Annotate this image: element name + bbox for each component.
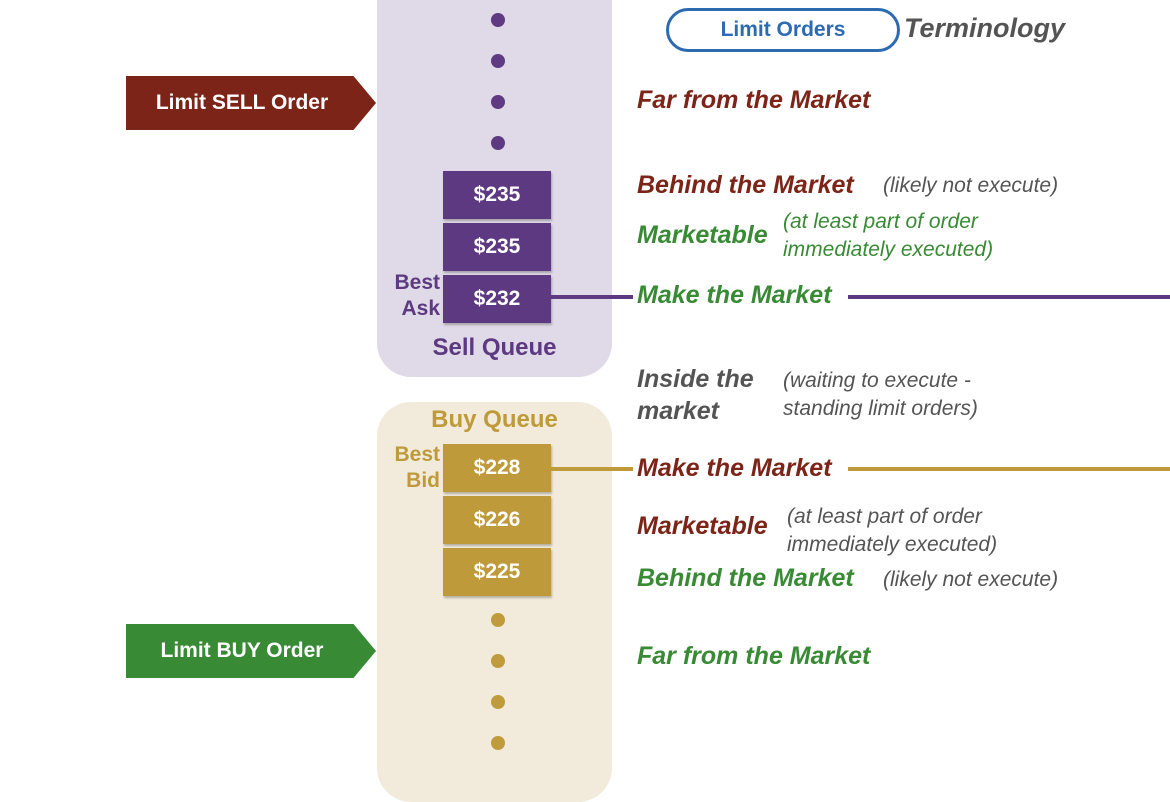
sell-queue-dot (491, 54, 505, 68)
limit-sell-order-badge: Limit SELL Order (126, 76, 376, 130)
buy-price-box: $226 (443, 496, 551, 544)
buy-queue-label: Buy Queue (431, 406, 558, 433)
terminology-title: Terminology (904, 13, 1066, 43)
sell-queue-dot (491, 95, 505, 109)
best-bid-connector-line (551, 467, 633, 471)
buy-behind-note: (likely not execute) (883, 568, 1059, 591)
best-bid-label: Best Bid (394, 443, 440, 492)
best-ask-connector-line (551, 295, 633, 299)
best-ask-extension-line (848, 295, 1170, 299)
sell-far-term: Far from the Market (637, 86, 871, 114)
buy-behind-term: Behind the Market (637, 564, 854, 592)
sell-queue-dot (491, 136, 505, 150)
buy-marketable-note: (at least part of order immediately exec… (787, 505, 998, 556)
buy-queue-dot (491, 654, 505, 668)
buy-queue-dot (491, 736, 505, 750)
buy-marketable-term: Marketable (637, 512, 768, 540)
sell-behind-term: Behind the Market (637, 171, 854, 199)
sell-marketable-term: Marketable (637, 221, 768, 249)
sell-price-box: $235 (443, 223, 551, 271)
inside-market-term: Inside the market (637, 365, 754, 425)
sell-marketable-note: (at least part of order immediately exec… (783, 210, 994, 261)
best-ask-label: Best Ask (394, 271, 440, 320)
limit-buy-order-badge: Limit BUY Order (126, 624, 376, 678)
best-bid-extension-line (848, 467, 1170, 471)
buy-queue-dot (491, 695, 505, 709)
best-ask-price-box: $232 (443, 275, 551, 323)
best-bid-price-box: $228 (443, 444, 551, 492)
limit-orders-pill: Limit Orders (666, 8, 900, 52)
buy-queue-dot (491, 613, 505, 627)
sell-behind-note: (likely not execute) (883, 174, 1059, 197)
sell-make-market-term: Make the Market (637, 281, 832, 309)
buy-make-market-term: Make the Market (637, 454, 832, 482)
buy-far-term: Far from the Market (637, 642, 871, 670)
sell-queue-dot (491, 13, 505, 27)
buy-price-box: $225 (443, 548, 551, 596)
sell-price-box: $235 (443, 171, 551, 219)
inside-market-note: (waiting to execute - standing limit ord… (783, 369, 978, 420)
sell-queue-label: Sell Queue (432, 334, 557, 361)
